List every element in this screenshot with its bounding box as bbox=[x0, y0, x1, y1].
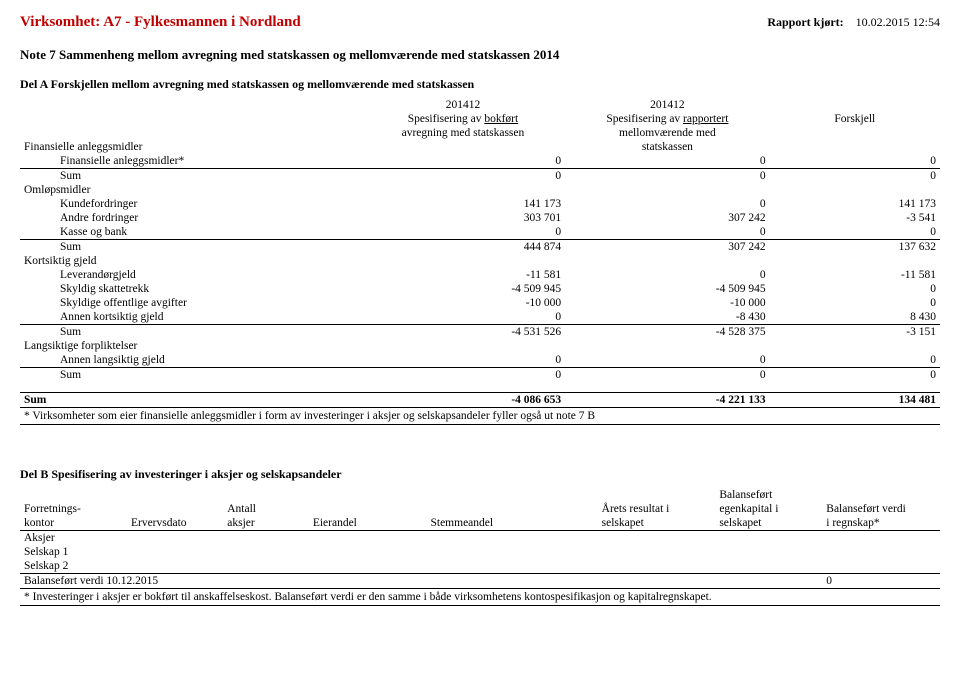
h-c7b: egenkapital i bbox=[715, 502, 822, 516]
report-timestamp: Rapport kjørt: 10.02.2015 12:54 bbox=[767, 15, 940, 30]
grand-sum-label: Sum bbox=[20, 393, 361, 408]
col2-header2: mellomværende med bbox=[565, 126, 769, 140]
h-c3b: aksjer bbox=[223, 516, 309, 531]
col1-header1: Spesifisering av bokført bbox=[361, 112, 565, 126]
h-c8b: i regnskap* bbox=[822, 516, 940, 531]
selskap-row: Selskap 2 bbox=[20, 559, 940, 574]
sum-cell: 0 bbox=[770, 368, 940, 383]
report-label: Rapport kjørt: bbox=[767, 15, 843, 29]
h-c6b: selskapet bbox=[598, 516, 716, 531]
sum-label: Sum bbox=[20, 325, 361, 340]
sum-cell: 137 632 bbox=[770, 240, 940, 255]
cell: 0 bbox=[361, 225, 565, 240]
sum-cell: 444 874 bbox=[361, 240, 565, 255]
delB-table: Balanseført Forretnings- Antall Årets re… bbox=[20, 488, 940, 606]
cell: -11 581 bbox=[770, 268, 940, 282]
delB-title: Del B Spesifisering av investeringer i a… bbox=[20, 467, 940, 482]
row-label: Andre fordringer bbox=[20, 211, 361, 225]
cell: -4 509 945 bbox=[565, 282, 769, 296]
row-label: Annen kortsiktig gjeld bbox=[20, 310, 361, 325]
row-label: Kasse og bank bbox=[20, 225, 361, 240]
sum-label: Sum bbox=[20, 368, 361, 383]
sum-cell: 0 bbox=[361, 169, 565, 184]
h-c1a: Forretnings- bbox=[20, 502, 127, 516]
group-kort: Kortsiktig gjeld bbox=[20, 254, 361, 268]
cell: 0 bbox=[770, 296, 940, 310]
cell: 0 bbox=[565, 225, 769, 240]
cell: -11 581 bbox=[361, 268, 565, 282]
sum-cell: 0 bbox=[770, 169, 940, 184]
cell: 0 bbox=[770, 225, 940, 240]
col1-header2: avregning med statskassen bbox=[361, 126, 565, 140]
cell: -8 430 bbox=[565, 310, 769, 325]
selskap-row: Selskap 1 bbox=[20, 545, 940, 559]
cell: 0 bbox=[565, 154, 769, 169]
cell: 0 bbox=[565, 197, 769, 211]
h-c4: Eierandel bbox=[309, 516, 427, 531]
report-value: 10.02.2015 12:54 bbox=[856, 15, 940, 29]
h-c7c: selskapet bbox=[715, 516, 822, 531]
aksjer-label: Aksjer bbox=[20, 531, 940, 546]
delA-title: Del A Forskjellen mellom avregning med s… bbox=[20, 77, 940, 92]
sum-label: Sum bbox=[20, 169, 361, 184]
cell: 0 bbox=[770, 282, 940, 296]
sum-cell: 307 242 bbox=[565, 240, 769, 255]
sum-label: Sum bbox=[20, 240, 361, 255]
sum-cell: -3 151 bbox=[770, 325, 940, 340]
group-omlop: Omløpsmidler bbox=[20, 183, 361, 197]
row-label: Skyldig skattetrekk bbox=[20, 282, 361, 296]
group-lang: Langsiktige forpliktelser bbox=[20, 339, 361, 353]
row-label: Finansielle anleggsmidler* bbox=[20, 154, 361, 169]
row-label: Annen langsiktig gjeld bbox=[20, 353, 361, 368]
cell: 0 bbox=[361, 353, 565, 368]
cell: -3 541 bbox=[770, 211, 940, 225]
grand-sum-cell: -4 086 653 bbox=[361, 393, 565, 408]
cell: 307 242 bbox=[565, 211, 769, 225]
cell: 303 701 bbox=[361, 211, 565, 225]
col1-period: 201412 bbox=[361, 98, 565, 112]
delB-footnote: * Investeringer i aksjer er bokført til … bbox=[20, 589, 940, 606]
col2-header1: Spesifisering av rapportert bbox=[565, 112, 769, 126]
h-c7a: Balanseført bbox=[715, 488, 822, 502]
cell: 0 bbox=[565, 353, 769, 368]
note-title: Note 7 Sammenheng mellom avregning med s… bbox=[20, 47, 940, 63]
sum-cell: -4 531 526 bbox=[361, 325, 565, 340]
cell: 0 bbox=[565, 268, 769, 282]
cell: -10 000 bbox=[361, 296, 565, 310]
cell: -10 000 bbox=[565, 296, 769, 310]
cell: -4 509 945 bbox=[361, 282, 565, 296]
h-c6a: Årets resultat i bbox=[598, 502, 716, 516]
h-c2: Ervervsdato bbox=[127, 516, 223, 531]
sum-cell: -4 528 375 bbox=[565, 325, 769, 340]
row-label: Skyldige offentlige avgifter bbox=[20, 296, 361, 310]
grand-sum-cell: -4 221 133 bbox=[565, 393, 769, 408]
row-label: Leverandørgjeld bbox=[20, 268, 361, 282]
h-c8a: Balanseført verdi bbox=[822, 502, 940, 516]
cell: 141 173 bbox=[361, 197, 565, 211]
page-title: Virksomhet: A7 - Fylkesmannen i Nordland bbox=[20, 14, 301, 31]
bal-label: Balanseført verdi 10.12.2015 bbox=[20, 574, 822, 589]
col2-period: 201412 bbox=[565, 98, 769, 112]
cell: 0 bbox=[770, 353, 940, 368]
group-fin-anl: Finansielle anleggsmidler bbox=[20, 140, 361, 154]
delA-table: 201412 201412 Spesifisering av bokført S… bbox=[20, 98, 940, 425]
grand-sum-cell: 134 481 bbox=[770, 393, 940, 408]
sum-cell: 0 bbox=[361, 368, 565, 383]
cell: 0 bbox=[361, 154, 565, 169]
cell: 8 430 bbox=[770, 310, 940, 325]
row-label: Kundefordringer bbox=[20, 197, 361, 211]
sum-cell: 0 bbox=[565, 169, 769, 184]
h-c5: Stemmeandel bbox=[426, 516, 597, 531]
bal-value: 0 bbox=[822, 574, 940, 589]
cell: 0 bbox=[770, 154, 940, 169]
h-c3a: Antall bbox=[223, 502, 309, 516]
header-row: Virksomhet: A7 - Fylkesmannen i Nordland… bbox=[20, 14, 940, 31]
sum-cell: 0 bbox=[565, 368, 769, 383]
col3-header: Forskjell bbox=[770, 112, 940, 126]
delA-footnote: * Virksomheter som eier finansielle anle… bbox=[20, 408, 940, 425]
cell: 0 bbox=[361, 310, 565, 325]
h-c1b: kontor bbox=[20, 516, 127, 531]
cell: 141 173 bbox=[770, 197, 940, 211]
col2-header3: statskassen bbox=[565, 140, 769, 154]
